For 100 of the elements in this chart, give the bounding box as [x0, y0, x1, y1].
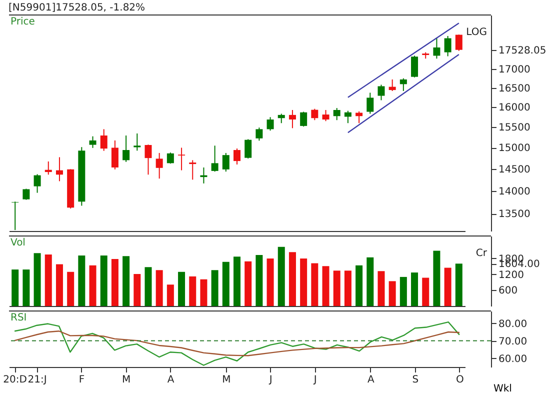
candlestick — [34, 174, 41, 194]
candlestick — [89, 136, 96, 148]
bar — [134, 274, 141, 306]
bar — [333, 270, 340, 306]
bar — [89, 265, 96, 306]
y-tick-label: 17000 — [498, 64, 530, 76]
candlestick — [178, 147, 186, 171]
candlestick — [234, 148, 240, 165]
candlestick — [322, 109, 330, 122]
bar — [411, 272, 418, 306]
bar — [67, 272, 74, 306]
bar — [56, 264, 63, 306]
bar — [388, 281, 396, 306]
candlestick — [266, 116, 274, 132]
y-tick-label: 80.00 — [498, 318, 528, 330]
bar — [12, 270, 19, 306]
y-tick-label: 600 — [498, 286, 518, 297]
bar — [166, 284, 174, 306]
candlestick — [44, 160, 52, 176]
y-axis-title: RSI — [10, 312, 27, 324]
chart-title: [N59901]17528.05, -1.82% — [8, 2, 146, 14]
bar — [244, 261, 252, 306]
x-tick-label: J — [312, 374, 317, 386]
bar — [234, 256, 240, 306]
x-tick-label: A — [167, 374, 174, 386]
bar — [200, 279, 208, 306]
candlestick — [444, 35, 452, 57]
x-tick-label: M — [222, 374, 231, 386]
bar — [44, 254, 52, 306]
y-axis-title: Price — [10, 16, 35, 28]
y-tick-label: 1200 — [498, 270, 524, 281]
candlestick — [388, 78, 396, 92]
y-axis-title: Vol — [10, 238, 26, 248]
bar — [311, 263, 318, 306]
x-tick-label: 20:D — [3, 374, 28, 386]
bar — [422, 278, 430, 306]
candlestick — [278, 113, 285, 124]
candlestick — [311, 108, 318, 121]
bar — [444, 268, 452, 306]
bar — [122, 256, 130, 306]
candlestick — [122, 135, 130, 162]
x-tick-label: F — [78, 374, 85, 386]
bar — [34, 253, 41, 306]
candlestick — [244, 138, 252, 159]
x-tick-label: S — [412, 374, 419, 386]
candlestick — [211, 145, 218, 172]
candlestick — [56, 156, 63, 182]
candlestick — [166, 152, 174, 164]
candlestick — [256, 127, 263, 142]
bar — [100, 256, 108, 306]
line-series — [14, 330, 460, 356]
bar — [156, 270, 163, 306]
x-tick-label: 21:J — [28, 374, 47, 386]
y-tick-label: 14500 — [498, 164, 530, 176]
bar — [266, 258, 274, 306]
text: LOG — [466, 27, 487, 38]
candlestick — [222, 152, 230, 172]
bar — [211, 270, 218, 306]
y-tick-label: 70.00 — [498, 336, 528, 348]
line-series — [14, 321, 460, 366]
x-tick-label: A — [368, 374, 375, 386]
text: Cr — [476, 248, 488, 259]
candlestick — [366, 92, 374, 114]
candlestick — [344, 110, 352, 124]
y-tick-label: 13500 — [498, 209, 530, 220]
x-axis-title: Wkl — [494, 384, 512, 394]
x-tick-label: O — [456, 374, 464, 386]
candlestick — [378, 84, 385, 101]
bar — [356, 265, 363, 306]
bar — [78, 256, 86, 306]
candlestick — [12, 201, 19, 231]
bar — [178, 272, 186, 306]
bar — [278, 246, 285, 306]
candlestick — [134, 132, 141, 152]
bar — [144, 267, 152, 306]
bar — [322, 266, 330, 306]
bar — [400, 276, 407, 306]
candlestick — [288, 109, 296, 129]
y-tick-label: 15500 — [498, 122, 530, 134]
candlestick — [100, 128, 108, 152]
bar — [344, 270, 352, 306]
y-tick-label: 60.00 — [498, 354, 528, 365]
x-tick-label: J — [268, 374, 272, 386]
candlestick — [300, 111, 308, 128]
bar — [22, 270, 30, 306]
y-tick-label: 16500 — [498, 83, 530, 94]
bar — [189, 276, 196, 306]
candlestick — [156, 152, 163, 180]
x-tick-label: M — [122, 374, 131, 386]
bar — [433, 250, 440, 306]
bar — [111, 258, 118, 306]
y-tick-label: 14000 — [498, 186, 530, 198]
y-tick-label: 17528.05 — [498, 45, 546, 56]
bar — [378, 271, 385, 306]
candlestick — [144, 144, 152, 176]
candlestick — [333, 108, 340, 121]
candlestick — [111, 140, 118, 170]
bar — [288, 252, 296, 306]
y-tick-label: 15000 — [498, 143, 530, 154]
bar — [366, 257, 374, 306]
